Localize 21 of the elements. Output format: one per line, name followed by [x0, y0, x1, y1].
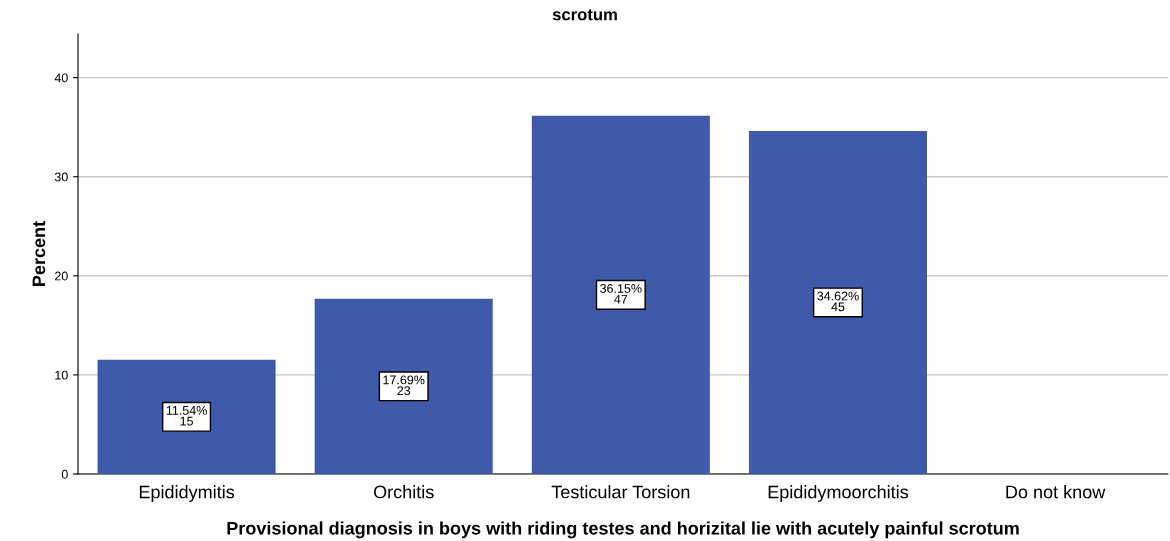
data-label: 36.15% 47: [600, 284, 642, 304]
y-tick-label: 10: [55, 370, 68, 380]
bar: [314, 298, 493, 474]
x-axis-title: Provisional diagnosis in boys with riding testes and horizital lie with acutely painful scrotum: [227, 521, 1019, 539]
bar: [531, 115, 710, 474]
data-label: 11.54% 15: [166, 406, 207, 426]
y-axis-title: Percent: [32, 221, 46, 286]
x-tick-label: Orchitis: [373, 485, 434, 499]
y-tick-label: 0: [61, 469, 68, 479]
bar: [748, 130, 927, 474]
y-tick-label: 20: [55, 271, 68, 281]
y-tick-label: 30: [54, 172, 68, 182]
x-tick-label: Epididymitis: [139, 485, 235, 502]
x-tick-label: Do not know: [1006, 485, 1106, 499]
bar: [97, 359, 276, 474]
x-tick-label: Epididymoorchitis: [768, 485, 909, 502]
chart-title: scrotum: [552, 9, 617, 21]
x-tick-label: Testicular Torsion: [551, 485, 690, 499]
data-label: 34.62% 45: [817, 291, 859, 312]
y-tick-label: 40: [54, 73, 68, 83]
data-label: 17.69% 23: [383, 375, 425, 396]
